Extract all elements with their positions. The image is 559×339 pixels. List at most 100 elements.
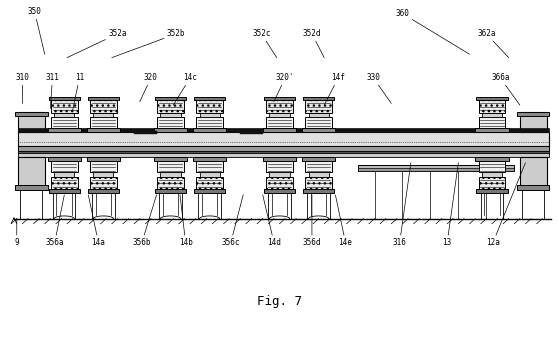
Bar [18, 112, 45, 132]
Bar [49, 97, 80, 100]
Bar [154, 128, 187, 132]
Bar [90, 177, 117, 189]
Bar [517, 112, 549, 116]
Bar [305, 177, 332, 189]
Bar [154, 157, 187, 161]
Bar [264, 189, 295, 193]
Bar [88, 97, 119, 100]
Bar [482, 172, 502, 177]
Text: 14e: 14e [335, 195, 352, 247]
Text: 11: 11 [73, 74, 84, 110]
Bar [266, 117, 293, 128]
Bar [18, 132, 549, 146]
Bar [263, 128, 296, 132]
Bar [479, 161, 505, 172]
Bar [476, 189, 508, 193]
Bar [51, 100, 78, 113]
Bar [475, 157, 509, 161]
Text: 14a: 14a [88, 195, 105, 247]
Bar [520, 157, 547, 186]
Text: 14b: 14b [179, 195, 192, 247]
Text: 350: 350 [28, 7, 45, 54]
Bar [18, 157, 45, 186]
Text: 311: 311 [46, 74, 59, 108]
Bar [476, 97, 508, 100]
Bar [196, 100, 223, 113]
Bar [266, 177, 293, 189]
Bar [196, 177, 223, 189]
Text: 14c: 14c [173, 74, 197, 105]
Text: 362a: 362a [477, 29, 509, 58]
Bar [479, 117, 505, 128]
Bar [475, 128, 509, 132]
Bar [200, 113, 220, 117]
Bar [90, 161, 117, 172]
Text: 356c: 356c [221, 195, 243, 247]
Text: 366a: 366a [491, 74, 520, 105]
Bar [157, 117, 184, 128]
Text: 14d: 14d [263, 195, 281, 247]
Bar [240, 131, 263, 134]
Text: 352a: 352a [67, 29, 127, 58]
Text: 352d: 352d [302, 29, 324, 58]
Bar [193, 157, 226, 161]
Bar [18, 146, 549, 151]
Bar [87, 128, 120, 132]
Bar [15, 112, 48, 116]
Bar [303, 97, 334, 100]
Bar [157, 177, 184, 189]
Bar [517, 185, 549, 190]
Bar [18, 128, 549, 132]
Text: 356a: 356a [45, 195, 64, 247]
Text: 352b: 352b [112, 29, 186, 58]
Bar [193, 128, 226, 132]
Bar [358, 168, 514, 171]
Text: Fig. 7: Fig. 7 [257, 295, 302, 308]
Bar [155, 97, 186, 100]
Bar [305, 161, 332, 172]
Text: 320': 320' [274, 74, 295, 102]
Text: 352c: 352c [252, 29, 277, 58]
Bar [160, 113, 181, 117]
Bar [266, 161, 293, 172]
Bar [157, 161, 184, 172]
Bar [269, 113, 290, 117]
Bar [269, 172, 290, 177]
Bar [160, 172, 181, 177]
Text: 316: 316 [393, 163, 411, 247]
Bar [302, 157, 335, 161]
Bar [51, 161, 78, 172]
Bar [134, 131, 157, 134]
Text: 330: 330 [367, 74, 391, 103]
Text: 12a: 12a [486, 163, 525, 247]
Bar [51, 117, 78, 128]
Bar [48, 128, 81, 132]
Bar [196, 117, 223, 128]
Text: 360: 360 [396, 9, 470, 54]
Bar [358, 165, 514, 171]
Bar [196, 161, 223, 172]
Bar [18, 153, 549, 157]
Bar [157, 100, 184, 113]
Bar [309, 172, 329, 177]
Bar [309, 113, 329, 117]
Bar [18, 151, 549, 154]
Bar [263, 157, 296, 161]
Bar [194, 189, 225, 193]
Bar [200, 172, 220, 177]
Bar [93, 172, 113, 177]
Bar [479, 177, 505, 189]
Bar [90, 117, 117, 128]
Bar [87, 157, 120, 161]
Bar [305, 100, 332, 113]
Bar [88, 189, 119, 193]
Bar [54, 172, 74, 177]
Bar [54, 113, 74, 117]
Bar [194, 97, 225, 100]
Text: 320: 320 [140, 74, 158, 102]
Bar [305, 117, 332, 128]
Bar [15, 185, 48, 190]
Bar [90, 100, 117, 113]
Bar [302, 128, 335, 132]
Bar [266, 100, 293, 113]
